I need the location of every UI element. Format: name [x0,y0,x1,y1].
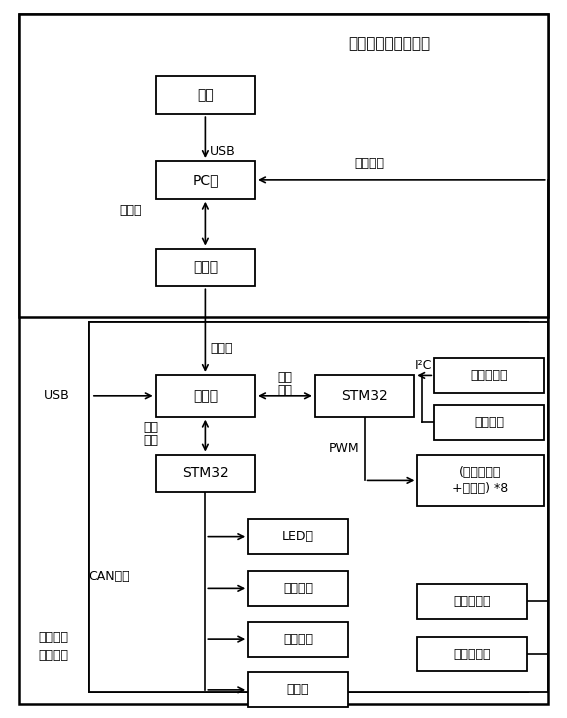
Bar [417,584,527,619]
Bar [248,571,348,606]
Text: 以太网: 以太网 [210,342,233,355]
Text: I²C: I²C [415,359,432,372]
Bar [89,322,548,692]
Text: 压力传感器: 压力传感器 [470,369,507,382]
Text: (电子调速器
+推进器) *8: (电子调速器 +推进器) *8 [452,466,509,495]
Text: 步进电机: 步进电机 [283,582,313,595]
Text: CAN总线: CAN总线 [88,570,130,584]
Text: 信号: 信号 [277,384,293,397]
Bar [248,519,348,554]
Bar [155,76,255,114]
Text: LED灯: LED灯 [282,530,314,543]
Text: STM32: STM32 [182,467,229,480]
Text: 树莓派: 树莓派 [193,389,218,403]
Text: 以太网: 以太网 [120,204,142,218]
Text: USB: USB [44,389,70,402]
Text: 电子罗盘: 电子罗盘 [474,416,504,429]
Text: 水下数据
采集本体: 水下数据 采集本体 [38,631,68,662]
Text: 信号: 信号 [143,434,158,447]
Bar [417,637,527,671]
Text: 数字摄像头: 数字摄像头 [454,648,491,661]
Text: 伸缩气缸: 伸缩气缸 [283,633,313,645]
Bar [434,405,544,439]
Text: 模拟摄像头: 模拟摄像头 [454,595,491,608]
Bar [155,375,255,416]
Text: STM32: STM32 [341,389,388,403]
Bar [315,375,414,416]
Text: 手柄: 手柄 [197,88,214,102]
Bar [248,673,348,707]
Text: 地面站模拟驾驶系统: 地面站模拟驾驶系统 [348,36,430,51]
Text: 同轴电缆: 同轴电缆 [354,157,384,170]
Text: 串口: 串口 [143,421,158,434]
Bar [155,248,255,286]
Text: 电磁铁: 电磁铁 [287,684,309,696]
Text: 串口: 串口 [277,371,293,384]
Bar [248,622,348,656]
Bar [19,14,548,317]
Text: PC机: PC机 [192,173,219,187]
Bar [417,454,544,506]
Bar [155,454,255,493]
Text: USB: USB [210,144,236,157]
Bar [434,358,544,393]
Bar [155,161,255,199]
Bar [89,322,528,692]
Text: PWM: PWM [329,442,359,455]
Text: 路由器: 路由器 [193,261,218,274]
